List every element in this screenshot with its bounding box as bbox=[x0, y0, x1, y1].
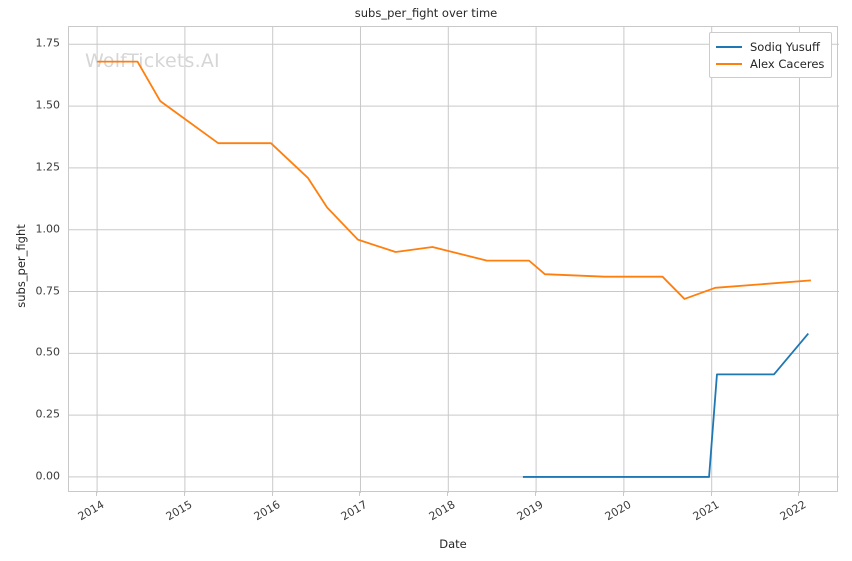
x-tick-label-2021: 2021 bbox=[690, 498, 722, 524]
x-axis-label: Date bbox=[439, 537, 467, 551]
x-tick-mark bbox=[710, 492, 712, 496]
x-tick-label-2018: 2018 bbox=[427, 498, 458, 524]
series-line-sodiq-yusuff bbox=[522, 332, 809, 478]
x-tick-label-2019: 2019 bbox=[514, 498, 546, 524]
y-tick-label-0.50: 0.50 bbox=[35, 345, 61, 359]
legend-swatch-icon bbox=[716, 45, 742, 48]
x-tick-mark bbox=[622, 492, 624, 496]
x-tick-mark bbox=[447, 492, 449, 496]
series-line-alex-caceres bbox=[97, 60, 811, 300]
y-tick-label-0.00: 0.00 bbox=[35, 469, 61, 483]
x-tick-label-2014: 2014 bbox=[75, 498, 107, 524]
legend-item-sodiq-yusuff[interactable]: Sodiq Yusuff bbox=[716, 38, 824, 55]
legend-label: Alex Caceres bbox=[750, 56, 825, 71]
y-tick-label-1.75: 1.75 bbox=[35, 36, 61, 50]
x-tick-mark bbox=[359, 492, 361, 496]
y-tick-label-1.00: 1.00 bbox=[35, 222, 61, 236]
plot-area: WolfTickets.AI bbox=[68, 26, 839, 493]
x-tick-mark bbox=[183, 492, 185, 496]
data-lines bbox=[97, 60, 811, 478]
x-tick-label-2015: 2015 bbox=[163, 498, 195, 524]
x-tick-label-2017: 2017 bbox=[339, 498, 370, 524]
x-tick-mark bbox=[798, 492, 800, 496]
y-tick-label-0.75: 0.75 bbox=[35, 284, 61, 298]
x-tick-label-2022: 2022 bbox=[778, 498, 809, 524]
x-tick-mark bbox=[535, 492, 537, 496]
y-axis-ticks: 0.00 0.25 0.50 0.75 1.00 1.25 1.50 1.75 bbox=[8, 0, 74, 561]
x-tick-label-2016: 2016 bbox=[251, 498, 283, 524]
y-tick-label-0.25: 0.25 bbox=[35, 407, 61, 421]
x-tick-label-2020: 2020 bbox=[602, 498, 634, 524]
x-tick-mark bbox=[271, 492, 273, 496]
legend-item-alex-caceres[interactable]: Alex Caceres bbox=[716, 55, 824, 72]
y-tick-label-1.25: 1.25 bbox=[35, 160, 61, 174]
chart-title: subs_per_fight over time bbox=[354, 6, 498, 20]
chart-legend: Sodiq Yusuff Alex Caceres bbox=[709, 32, 833, 78]
legend-swatch-icon bbox=[716, 62, 742, 65]
grid-lines bbox=[69, 27, 839, 493]
y-tick-label-1.50: 1.50 bbox=[35, 98, 61, 112]
legend-label: Sodiq Yusuff bbox=[750, 39, 820, 54]
x-tick-mark bbox=[96, 492, 98, 496]
